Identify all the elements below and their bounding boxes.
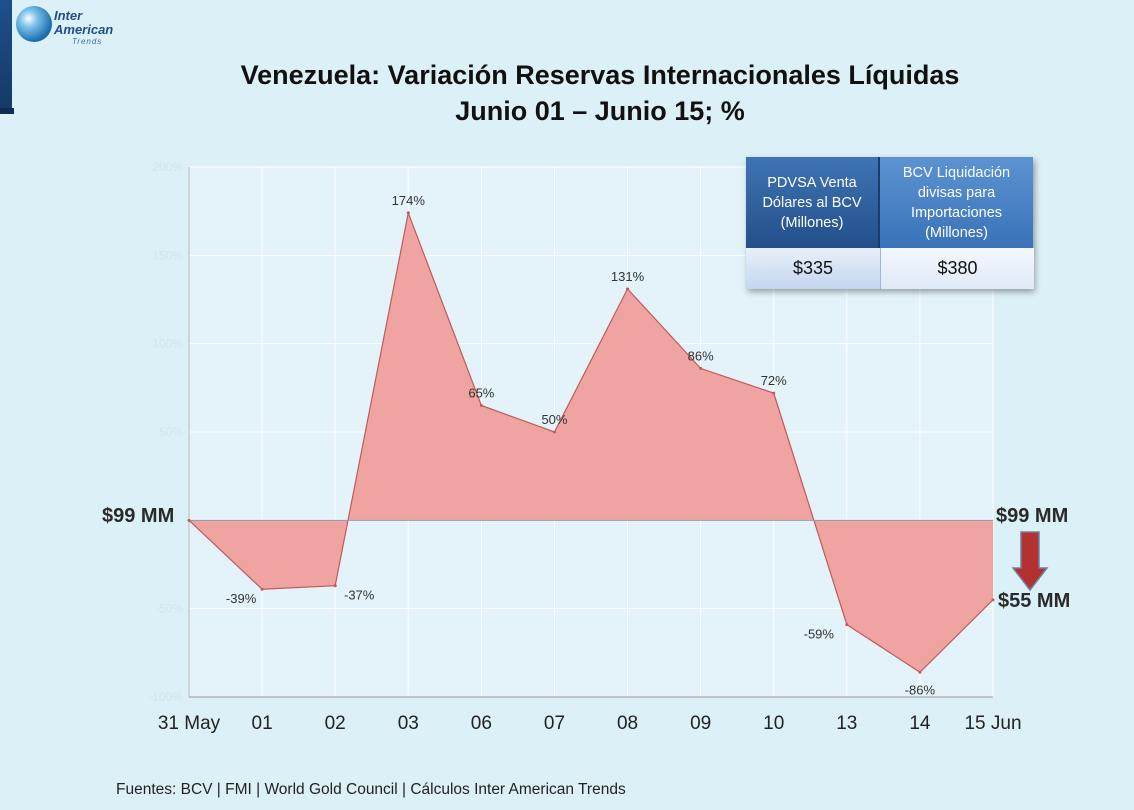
slide-edge-shadow xyxy=(0,108,14,114)
data-point xyxy=(479,404,483,407)
x-tick-label: 15 Jun xyxy=(964,713,1021,734)
x-tick-label: 07 xyxy=(544,713,565,734)
y-tick-label: -50% xyxy=(155,602,183,616)
x-tick-label: 01 xyxy=(252,713,273,734)
inter-american-trends-logo: Inter American Trends xyxy=(16,6,126,46)
logo-text-line1: Inter xyxy=(54,8,83,23)
x-tick-label: 06 xyxy=(471,713,492,734)
data-point xyxy=(918,670,922,674)
footer-sources: Fuentes: BCV | FMI | World Gold Council … xyxy=(116,781,626,798)
x-tick-label: 08 xyxy=(617,713,638,734)
data-label: 65% xyxy=(468,386,494,401)
y-tick-label: 150% xyxy=(152,248,183,262)
info-header-bcv: BCV Liquidación divisas para Importacion… xyxy=(880,157,1033,248)
series-line xyxy=(188,210,994,674)
end-reserve-top-label: $99 MM xyxy=(996,505,1069,527)
x-tick-label: 13 xyxy=(836,713,857,734)
x-tick-label: 14 xyxy=(909,713,931,734)
data-point xyxy=(333,584,337,588)
data-label: 86% xyxy=(688,348,714,363)
y-tick-label: -100% xyxy=(148,690,183,704)
logo-text-line3: Trends xyxy=(72,37,103,46)
info-value-bcv: $380 xyxy=(880,248,1034,289)
data-point xyxy=(260,587,264,591)
x-tick-label: 09 xyxy=(690,713,711,734)
y-tick-label: 100% xyxy=(152,337,183,351)
data-point xyxy=(187,518,191,522)
data-label: 72% xyxy=(761,373,787,388)
data-point xyxy=(406,211,410,215)
chart-title: Venezuela: Variación Reservas Internacio… xyxy=(240,60,960,90)
start-reserve-label: $99 MM xyxy=(102,505,175,527)
x-tick-label: 03 xyxy=(398,713,419,734)
data-label: 131% xyxy=(611,269,645,284)
data-label: -59% xyxy=(804,627,835,642)
globe-icon xyxy=(16,6,52,42)
area-fill xyxy=(189,212,993,673)
data-label: -86% xyxy=(905,682,936,697)
x-tick-label: 02 xyxy=(325,713,346,734)
data-label: -37% xyxy=(344,588,375,603)
y-tick-label: 200% xyxy=(152,160,183,174)
info-value-pdvsa: $335 xyxy=(746,248,880,289)
down-arrow-icon xyxy=(1011,531,1049,592)
data-point xyxy=(552,430,556,434)
data-point xyxy=(699,366,703,370)
data-point xyxy=(845,623,849,627)
info-header-pdvsa: PDVSA Venta Dólares al BCV (Millones) xyxy=(746,157,880,248)
data-point xyxy=(626,287,630,291)
data-label: 174% xyxy=(392,193,426,208)
info-table: PDVSA Venta Dólares al BCV (Millones) BC… xyxy=(746,157,1034,289)
chart-subtitle: Junio 01 – Junio 15; % xyxy=(455,96,745,126)
y-tick-label: 50% xyxy=(159,425,183,439)
end-reserve-bottom-label: $55 MM xyxy=(998,590,1071,612)
x-tick-label: 10 xyxy=(763,713,784,734)
data-point xyxy=(991,598,995,602)
data-label: 50% xyxy=(541,412,567,427)
logo-text-line2: American xyxy=(54,22,114,37)
slide-edge-decoration xyxy=(0,0,12,110)
data-label: -39% xyxy=(226,591,257,606)
data-point xyxy=(772,391,776,395)
x-tick-label: 31 May xyxy=(158,713,221,734)
